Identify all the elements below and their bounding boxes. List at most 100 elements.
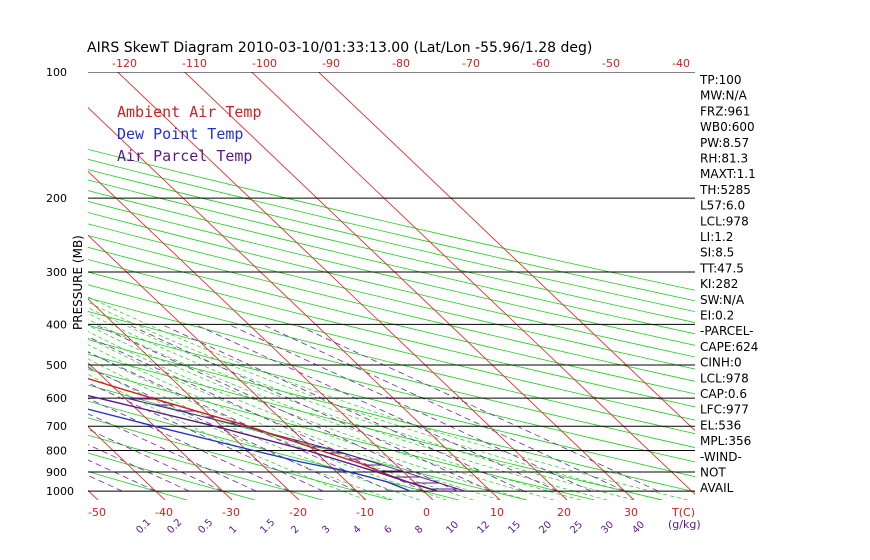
mixing-ratio-label: 8 bbox=[413, 524, 425, 536]
index-item: -PARCEL- bbox=[700, 324, 754, 338]
mixing-ratio-label: 25 bbox=[568, 519, 585, 536]
mixing-ratio-line bbox=[94, 323, 458, 492]
index-item: LCL:978 bbox=[700, 214, 749, 228]
index-item: LFC:977 bbox=[700, 403, 749, 417]
isotherm bbox=[88, 106, 501, 500]
dry-adiabat bbox=[88, 417, 391, 500]
x-bottom-unit: T(C) bbox=[671, 506, 695, 519]
dry-adiabat bbox=[88, 148, 695, 291]
mixing-ratio-line bbox=[194, 323, 558, 492]
moist-adiabat bbox=[88, 313, 608, 500]
isotherm bbox=[88, 362, 233, 500]
mixing-ratio-label: 2 bbox=[289, 524, 301, 536]
grid bbox=[88, 72, 695, 500]
x-top-tick-label: -60 bbox=[532, 57, 550, 70]
moist-adiabat bbox=[88, 331, 527, 500]
y-tick-label: 800 bbox=[46, 445, 67, 458]
dry-adiabat bbox=[88, 452, 256, 500]
index-item: TH:5285 bbox=[699, 183, 751, 197]
mixing-ratio-line bbox=[88, 397, 290, 492]
x-bottom-tick-label: -50 bbox=[88, 506, 106, 519]
index-item: EI:0.2 bbox=[700, 309, 734, 323]
mixing-ratio-line bbox=[161, 323, 525, 492]
moist-adiabat bbox=[88, 358, 420, 500]
x-top-tick-label: -110 bbox=[182, 57, 207, 70]
index-item: EL:536 bbox=[700, 418, 741, 432]
mixing-ratio-label: 1 bbox=[227, 524, 239, 536]
y-tick-label: 600 bbox=[46, 392, 67, 405]
isotherm bbox=[88, 170, 434, 500]
index-item: RH:81.3 bbox=[700, 152, 748, 166]
index-item: SI:8.5 bbox=[700, 246, 734, 260]
isotherm bbox=[251, 72, 695, 495]
index-item: WB0:600 bbox=[700, 120, 755, 134]
index-item: MW:N/A bbox=[700, 89, 748, 103]
legend-entry-ambient-air-temp: Ambient Air Temp bbox=[117, 103, 262, 121]
dry-adiabat bbox=[88, 190, 695, 335]
x-bottom-tick-label: 10 bbox=[490, 506, 504, 519]
isotherm bbox=[184, 72, 635, 500]
x-bottom-tick-label: 20 bbox=[557, 506, 571, 519]
dry-adiabat bbox=[88, 158, 695, 302]
index-item: L57:6.0 bbox=[700, 199, 745, 213]
dry-adiabat bbox=[88, 235, 695, 382]
mixing-ratio-label: 12 bbox=[475, 519, 492, 536]
mixing-ratio-label: 4 bbox=[351, 524, 363, 536]
y-tick-label: 1000 bbox=[46, 485, 74, 498]
y-tick-label: 300 bbox=[46, 266, 67, 279]
isotherm bbox=[117, 72, 568, 500]
mixing-ratio-label: 6 bbox=[382, 524, 394, 536]
index-item: TP:100 bbox=[699, 73, 742, 87]
index-item: TT:47.5 bbox=[699, 261, 744, 275]
series-line-ambient-air-temp bbox=[88, 377, 438, 492]
dry-adiabat bbox=[88, 223, 695, 370]
x-top-tick-label: -50 bbox=[602, 57, 620, 70]
dry-adiabat bbox=[88, 353, 663, 500]
x-top-tick-label: -90 bbox=[322, 57, 340, 70]
mixing-ratio-line bbox=[127, 323, 491, 492]
cape-area bbox=[126, 397, 466, 492]
x-bottom-tick-label: -10 bbox=[356, 506, 374, 519]
mixing-ratio-label: 15 bbox=[506, 519, 523, 536]
mixing-ratio-label: 10 bbox=[444, 519, 461, 536]
dry-adiabat bbox=[88, 284, 695, 435]
mixing-ratio-label: 1.5 bbox=[258, 517, 277, 536]
legend-entry-air-parcel-temp: Air Parcel Temp bbox=[117, 147, 252, 165]
index-item: CAP:0.6 bbox=[700, 387, 747, 401]
dry-adiabat bbox=[88, 212, 695, 358]
legend-entry-dew-point-temp: Dew Point Temp bbox=[117, 125, 243, 143]
index-item: CINH:0 bbox=[700, 356, 742, 370]
dry-adiabat bbox=[88, 339, 695, 493]
mixing-ratio-label: 20 bbox=[537, 519, 554, 536]
index-item: MPL:356 bbox=[700, 434, 751, 448]
y-tick-label: 200 bbox=[46, 192, 67, 205]
mixing-ratio-line bbox=[88, 413, 257, 492]
y-tick-label: 700 bbox=[46, 420, 67, 433]
index-item: AVAIL bbox=[700, 481, 734, 495]
x-bottom-tick-label: -40 bbox=[155, 506, 173, 519]
x-top-tick-label: -100 bbox=[252, 57, 277, 70]
x-bottom-tick-label: -30 bbox=[222, 506, 240, 519]
index-item: FRZ:961 bbox=[700, 104, 750, 118]
dry-adiabat bbox=[88, 384, 527, 500]
isotherm bbox=[88, 234, 367, 500]
series-line-dew-point-temp bbox=[88, 408, 411, 492]
chart-title: AIRS SkewT Diagram 2010-03-10/01:33:13.0… bbox=[87, 40, 592, 56]
mixing-ratio-label: 40 bbox=[630, 519, 647, 536]
x-bottom-tick-label: -20 bbox=[289, 506, 307, 519]
dry-adiabat bbox=[88, 169, 695, 313]
dry-adiabat bbox=[88, 368, 595, 500]
dry-adiabat bbox=[88, 297, 695, 448]
x-top-tick-label: -80 bbox=[392, 57, 410, 70]
dry-adiabat bbox=[88, 259, 695, 408]
dry-adiabat bbox=[88, 434, 323, 500]
index-item: -WIND- bbox=[700, 450, 742, 464]
legend: Ambient Air Temp Dew Point Temp Air Parcel… bbox=[117, 103, 262, 165]
y-axis-label: PRESSURE (MB) bbox=[71, 235, 85, 330]
x-top-tick-label: -120 bbox=[112, 57, 137, 70]
isotherm bbox=[318, 72, 695, 432]
moist-adiabat bbox=[88, 301, 661, 500]
x-top-tick-label: -40 bbox=[672, 57, 690, 70]
mixing-ratio-label: 30 bbox=[599, 519, 616, 536]
moist-adiabat bbox=[88, 318, 581, 500]
